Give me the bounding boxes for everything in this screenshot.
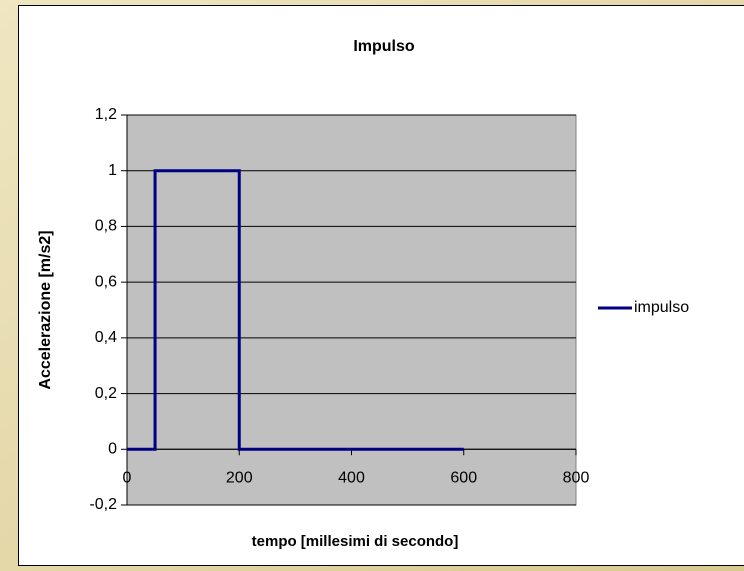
x-axis-label: tempo [millesimi di secondo] [252, 533, 459, 550]
y-tick-label: 1,2 [95, 106, 117, 123]
y-tick-label: 0 [108, 441, 117, 458]
y-tick-label: 0,8 [95, 218, 117, 235]
plot-area [126, 114, 577, 506]
x-tick-label: 0 [123, 470, 132, 487]
x-tick-label: 200 [226, 470, 253, 487]
series-line [127, 169, 464, 451]
y-axis-label: Accelerazione [m/s2] [37, 230, 54, 389]
y-tick-label: 0,4 [95, 329, 117, 346]
y-tick-label: 0,2 [95, 385, 117, 402]
x-tick-label: 600 [450, 470, 477, 487]
x-tick-label: 800 [563, 470, 590, 487]
y-tick-label: -0,2 [89, 496, 117, 513]
y-tick-label: 0,6 [95, 273, 117, 290]
legend-label: impulso [634, 299, 689, 316]
x-tick-label: 400 [338, 470, 365, 487]
y-tick-label: 1 [108, 162, 117, 179]
chart-title: Impulso [353, 38, 415, 55]
